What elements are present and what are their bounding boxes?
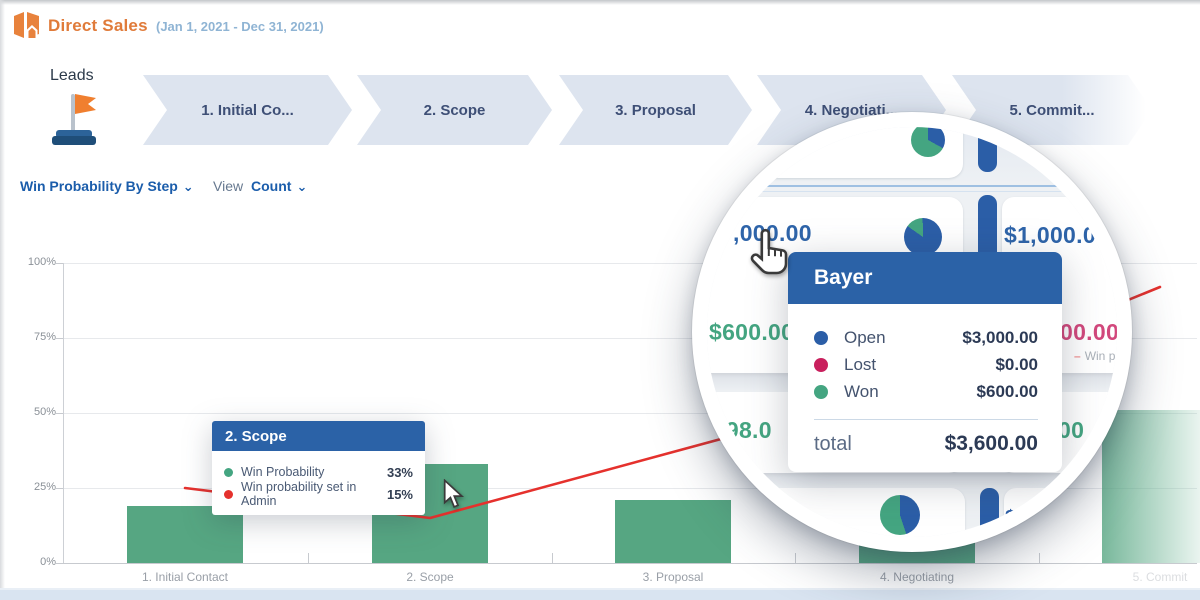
pink-dot-icon bbox=[814, 357, 828, 372]
deal-pie-chart-icon[interactable] bbox=[904, 218, 942, 256]
magnifier-content: ,000.00 $1,000.00 $600.00 00.00 2,598.0 … bbox=[707, 127, 1117, 537]
green-dot-icon bbox=[814, 384, 828, 399]
deal-amount-won[interactable]: $600.00 bbox=[709, 319, 795, 345]
blue-accent-bar[interactable] bbox=[980, 488, 999, 537]
bayer-row-open: Open $3,000.00 bbox=[814, 324, 1038, 351]
row-value: 33% bbox=[386, 464, 413, 480]
x-axis-label: 5. Commit bbox=[1132, 570, 1188, 584]
gridline-100 bbox=[63, 263, 1197, 264]
bayer-tooltip: Bayer Open $3,000.00 Lost $0.00 Won bbox=[788, 252, 1062, 472]
bayer-tooltip-title: Bayer bbox=[788, 252, 1062, 304]
view-dropdown-value: Count bbox=[251, 178, 292, 194]
step-label: 1. Initial Co... bbox=[201, 101, 294, 119]
leads-label: Leads bbox=[50, 67, 94, 84]
y-axis-tick bbox=[56, 488, 63, 489]
date-range[interactable]: (Jan 1, 2021 - Dec 31, 2021) bbox=[156, 19, 324, 34]
row-divider bbox=[707, 191, 1117, 192]
y-axis-label: 100% bbox=[27, 256, 56, 268]
top-edge-shadow bbox=[0, 0, 1200, 5]
y-axis-label: 50% bbox=[33, 406, 56, 418]
x-axis-label: 4. Negotiating bbox=[879, 570, 955, 584]
x-axis-label: 1. Initial Contact bbox=[141, 570, 229, 584]
bayer-total-row: total $3,600.00 bbox=[814, 432, 1038, 456]
y-axis-tick bbox=[56, 413, 63, 414]
deal-amount-link[interactable]: $1,000.00 bbox=[1004, 222, 1110, 248]
row-value: 15% bbox=[386, 486, 413, 502]
scope-tooltip: 2. Scope Win Probability 33% Win probabi… bbox=[212, 421, 425, 515]
row-label: Won bbox=[844, 381, 879, 401]
metric-dropdown[interactable]: Win Probability By Step ⌄ bbox=[20, 178, 194, 195]
deal-amount-won[interactable]: 2,598.0 bbox=[707, 417, 772, 443]
row-value: $0.00 bbox=[995, 354, 1038, 374]
row-label: Win Probability bbox=[241, 465, 325, 479]
bayer-row-lost: Lost $0.00 bbox=[814, 351, 1038, 378]
row-value: $600.00 bbox=[976, 381, 1038, 401]
y-axis-tick bbox=[56, 563, 63, 564]
row-label: Win probability set in Admin bbox=[241, 480, 357, 508]
red-dash-icon: – bbox=[1074, 349, 1081, 363]
deal-card[interactable] bbox=[1004, 488, 1117, 537]
deal-amount-hint[interactable]: $ bbox=[1005, 507, 1017, 529]
row-label: Open bbox=[844, 327, 886, 347]
row-value: $3,000.00 bbox=[962, 327, 1038, 347]
y-axis-label: 25% bbox=[33, 481, 56, 493]
x-axis-label: 2. Scope bbox=[406, 570, 454, 584]
app-logo-icon bbox=[14, 12, 39, 38]
blue-accent-bar[interactable] bbox=[978, 127, 997, 172]
step-initial-contact[interactable]: 1. Initial Co... bbox=[143, 75, 352, 145]
view-dropdown[interactable]: Count ⌄ bbox=[251, 178, 307, 195]
y-axis-tick bbox=[56, 263, 63, 264]
step-scope[interactable]: 2. Scope bbox=[357, 75, 552, 145]
metric-dropdown-label: Win Probability By Step bbox=[20, 178, 178, 194]
deal-amount-link[interactable]: ,000.00 bbox=[733, 220, 812, 246]
total-value: $3,600.00 bbox=[944, 432, 1038, 455]
step-label: 5. Commit... bbox=[1009, 101, 1095, 119]
row-divider bbox=[707, 185, 1117, 187]
step-label: 2. Scope bbox=[423, 101, 486, 119]
line-legend: –Win proba bbox=[1074, 349, 1117, 363]
x-axis-tick bbox=[1039, 553, 1040, 563]
bayer-row-won: Won $600.00 bbox=[814, 378, 1038, 405]
red-dot-icon bbox=[224, 489, 233, 499]
row-label: Lost bbox=[844, 354, 877, 374]
page-title: Direct Sales bbox=[48, 16, 148, 35]
chevron-down-icon: ⌄ bbox=[296, 179, 308, 194]
blue-dot-icon bbox=[814, 330, 828, 345]
magnifier-lens: ,000.00 $1,000.00 $600.00 00.00 2,598.0 … bbox=[692, 112, 1132, 552]
y-axis-label: 75% bbox=[33, 331, 56, 343]
x-axis-label: 3. Proposal bbox=[642, 570, 704, 584]
step-label: 3. Proposal bbox=[615, 101, 696, 119]
view-label: View bbox=[213, 178, 244, 194]
scope-tooltip-title: 2. Scope bbox=[212, 421, 425, 451]
deal-amount-lost[interactable]: 00.00 bbox=[1060, 319, 1117, 345]
left-edge-shadow bbox=[0, 0, 5, 600]
y-axis-line bbox=[63, 263, 64, 563]
chevron-down-icon: ⌄ bbox=[182, 179, 194, 194]
y-axis-label: 0% bbox=[40, 556, 56, 568]
bottom-scroll-band[interactable] bbox=[0, 588, 1200, 600]
x-axis-tick bbox=[795, 553, 796, 563]
line-legend-label: Win proba bbox=[1084, 349, 1117, 363]
deal-pie-chart-icon[interactable] bbox=[880, 495, 920, 535]
x-axis-tick bbox=[308, 553, 309, 563]
deal-card[interactable] bbox=[707, 488, 965, 537]
divider bbox=[814, 419, 1038, 420]
row-groove bbox=[707, 473, 1117, 488]
x-axis-tick bbox=[552, 553, 553, 563]
gridline-0 bbox=[63, 563, 1197, 564]
deal-pie-chart-icon[interactable] bbox=[911, 127, 945, 157]
leads-flag-icon[interactable] bbox=[44, 88, 104, 148]
y-axis-tick bbox=[56, 338, 63, 339]
total-label: total bbox=[814, 432, 852, 455]
tooltip-row-admin-probability: Win probability set in Admin 15% bbox=[222, 480, 413, 508]
green-dot-icon bbox=[224, 467, 233, 477]
